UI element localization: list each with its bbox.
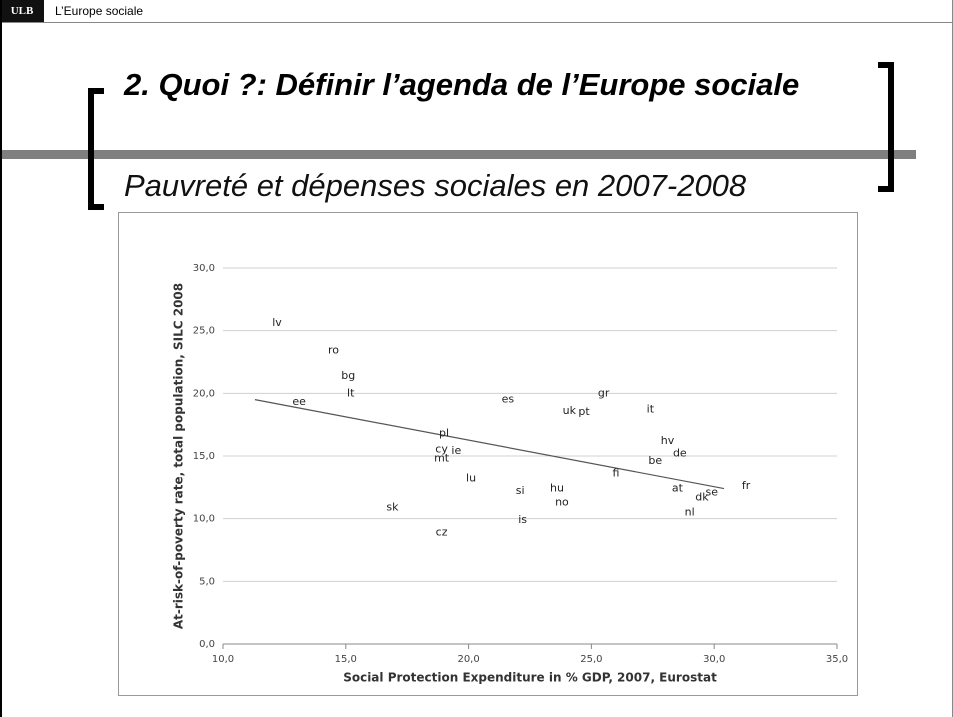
point-label: lt — [347, 386, 355, 399]
x-tick-label: 35,0 — [826, 654, 848, 665]
point-label: bg — [341, 369, 355, 382]
point-label: pt — [578, 405, 590, 418]
y-tick-label: 25,0 — [193, 326, 215, 337]
bracket-left — [88, 88, 104, 210]
header-bar: ULB L’Europe sociale — [0, 0, 953, 23]
bracket-right — [878, 62, 894, 192]
point-label: lu — [466, 472, 476, 485]
slide-subtitle: Pauvreté et dépenses sociales en 2007-20… — [124, 168, 747, 203]
x-tick-label: 30,0 — [703, 654, 725, 665]
y-tick-label: 5,0 — [199, 576, 215, 587]
point-label: lv — [272, 316, 282, 329]
x-axis-label: Social Protection Expenditure in % GDP, … — [343, 671, 717, 685]
point-label: at — [672, 482, 684, 495]
point-label: es — [502, 393, 515, 406]
y-tick-label: 10,0 — [193, 514, 215, 525]
point-label: no — [555, 495, 569, 508]
point-label: uk — [563, 404, 577, 417]
x-tick-label: 10,0 — [212, 654, 234, 665]
x-tick-label: 20,0 — [457, 654, 479, 665]
point-label: si — [516, 484, 525, 497]
y-axis-label: At-risk-of-poverty rate, total populatio… — [172, 283, 186, 629]
point-label: se — [705, 485, 718, 498]
logo: ULB — [0, 0, 44, 22]
point-label: hu — [550, 482, 564, 495]
point-label: de — [673, 446, 687, 459]
y-tick-label: 0,0 — [199, 639, 215, 650]
point-label: be — [648, 454, 662, 467]
point-label: is — [518, 513, 527, 526]
point-label: fi — [612, 467, 619, 480]
point-label: pl — [439, 426, 449, 439]
point-label: cz — [436, 525, 448, 538]
header-title: L’Europe sociale — [55, 4, 144, 18]
point-label: ee — [292, 395, 306, 408]
y-tick-label: 15,0 — [193, 451, 215, 462]
trendline — [254, 399, 725, 490]
point-label: hv — [661, 434, 675, 447]
y-tick-label: 30,0 — [193, 263, 215, 274]
point-label: it — [647, 403, 655, 416]
point-label: fr — [742, 479, 751, 492]
chart: 0,0 5,0 10,0 15,0 20,0 25,0 30,0 10,0 15,0 20,0 25… — [172, 263, 849, 685]
point-label: cy — [435, 443, 448, 456]
point-label: dk — [695, 490, 709, 503]
point-label: nl — [685, 505, 695, 518]
point-label: gr — [598, 386, 610, 399]
point-label: ro — [328, 344, 339, 357]
border — [0, 0, 2, 717]
point-label: mt — [434, 452, 450, 465]
point-label: sk — [386, 500, 399, 513]
slide-title: 2. Quoi ?: Définir l’agenda de l’Europe … — [124, 67, 800, 102]
point-label: ie — [451, 444, 461, 457]
x-tick-label: 25,0 — [580, 654, 602, 665]
y-tick-label: 20,0 — [193, 388, 215, 399]
chart-box: 0,0 5,0 10,0 15,0 20,0 25,0 30,0 10,0 15,0 20,0 25… — [118, 212, 858, 696]
x-tick-label: 15,0 — [335, 654, 357, 665]
divider-bar — [2, 150, 916, 159]
